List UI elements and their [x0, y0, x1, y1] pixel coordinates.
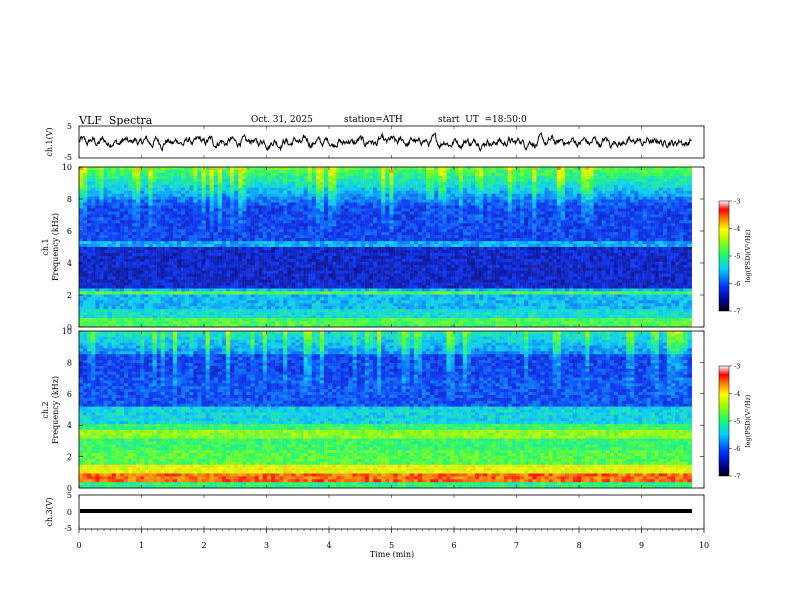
figure-title: VLF Spectra [79, 114, 153, 127]
date-label: Oct. 31, 2025 [251, 115, 313, 125]
ch1-ytick-top: 5 [67, 122, 72, 131]
ch1-voltage-trace [78, 131, 692, 153]
ch1-voltage-ylabel: ch.1(V) [45, 127, 54, 156]
start-ut-label: start UT = [438, 115, 493, 125]
station-label: station=ATH [344, 115, 403, 125]
ch1-voltage-panel: 5 -5 ch.1(V) [45, 122, 705, 162]
start-ut-value: 18:50:0 [492, 115, 527, 125]
ch1-ytick-bottom: -5 [64, 153, 72, 162]
